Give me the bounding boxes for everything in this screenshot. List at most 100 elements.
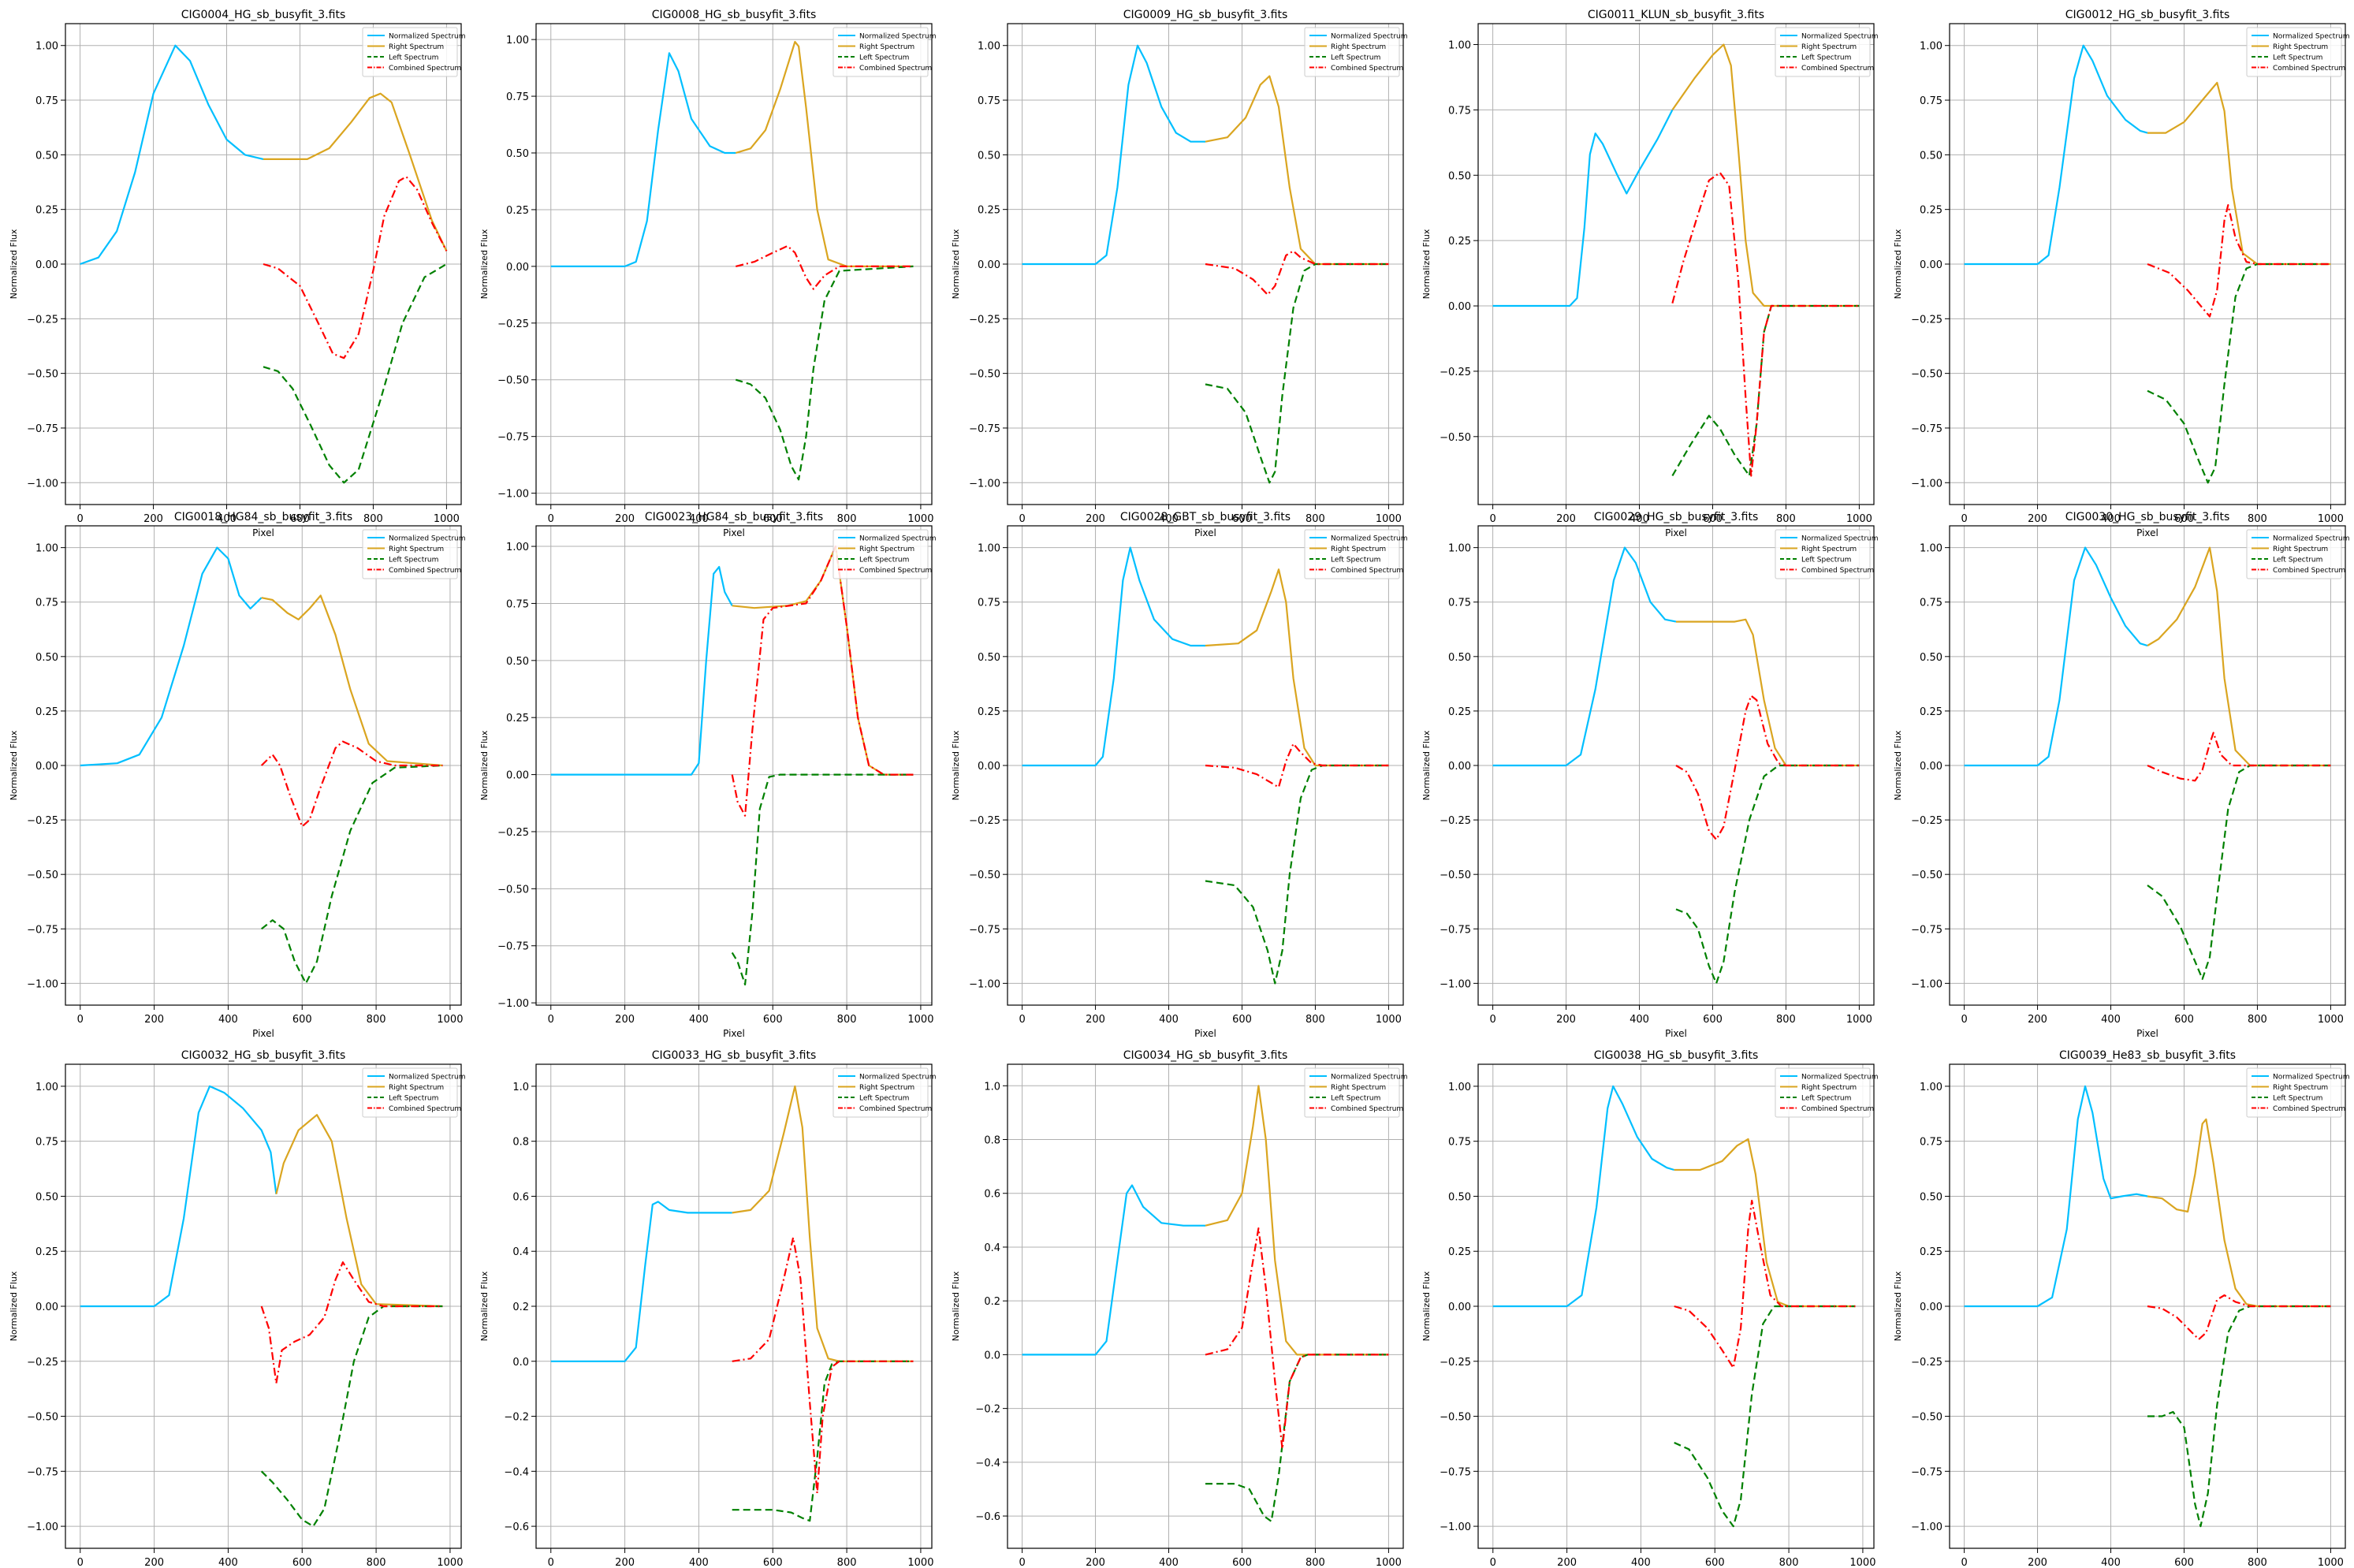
- y-tick-label: 0.50: [978, 150, 1000, 162]
- y-tick-label: −0.75: [1440, 1466, 1471, 1478]
- x-tick-label: 0: [1019, 1557, 1025, 1568]
- y-tick-label: −0.50: [497, 375, 529, 387]
- series-right: [261, 594, 443, 767]
- x-axis-label: Pixel: [2136, 527, 2158, 538]
- y-axis-label: Normalized Flux: [1893, 1271, 1903, 1341]
- legend-label-combined: Combined Spectrum: [1801, 567, 1874, 575]
- x-tick-label: 1000: [2318, 513, 2344, 525]
- legend-box: [362, 529, 458, 579]
- y-tick-label: −0.25: [1440, 367, 1471, 378]
- subplot-3: 0 200 400 600 800 1000 1.00 0.75 0.50 0.25 0.00 −0.…: [951, 9, 1408, 538]
- x-tick-label: 1000: [437, 1014, 463, 1026]
- y-tick-label: −0.75: [27, 1466, 58, 1478]
- x-tick-label: 1000: [907, 1557, 933, 1568]
- legend-box: [362, 27, 458, 77]
- x-tick-label: 200: [1086, 513, 1105, 525]
- legend-label-right: Right Spectrum: [1331, 43, 1386, 51]
- y-tick-label: −0.75: [1911, 1466, 1942, 1478]
- x-axis-label: Pixel: [252, 527, 274, 538]
- x-tick-label: 0: [77, 1014, 84, 1026]
- y-tick-label: 1.00: [35, 1082, 58, 1093]
- y-tick-label: −0.25: [497, 318, 529, 330]
- y-tick-label: −1.00: [969, 478, 1000, 490]
- y-tick-label: −0.50: [1911, 1412, 1942, 1424]
- subplot-title: CIG0028_GBT_sb_busyfit_3.fits: [1120, 511, 1291, 523]
- legend-label-combined: Combined Spectrum: [859, 567, 932, 575]
- x-tick-label: 800: [1776, 1014, 1796, 1026]
- legend-label-right: Right Spectrum: [859, 1084, 914, 1092]
- legend-label-left: Left Spectrum: [389, 54, 438, 62]
- y-tick-label: −0.50: [27, 1412, 58, 1424]
- y-tick-label: −1.00: [1440, 1521, 1471, 1533]
- x-tick-label: 600: [763, 1014, 783, 1026]
- subplot-title: CIG0008_HG_sb_busyfit_3.fits: [652, 9, 817, 21]
- subplot-title: CIG0030_HG_sb_busyfit_3.fits: [2065, 511, 2230, 523]
- y-tick-label: 0.2: [512, 1302, 529, 1313]
- y-tick-label: −1.00: [27, 478, 58, 490]
- x-tick-label: 400: [689, 1557, 709, 1568]
- series-left: [1205, 263, 1389, 484]
- y-tick-label: −0.75: [969, 423, 1000, 435]
- x-axis-label: Pixel: [1194, 527, 1216, 538]
- subplot-7: 0 200 400 600 800 1000 1.00 0.75 0.50 0.25 0.00 −0.…: [479, 511, 937, 1039]
- y-tick-label: 0.75: [35, 95, 58, 107]
- legend: Normalized Spectrum Right Spectrum Left Sp…: [1304, 1067, 1408, 1118]
- series-normalized: [1022, 546, 1205, 767]
- y-tick-label: 0.50: [1448, 170, 1471, 182]
- legend-box: [1304, 529, 1400, 579]
- plot-frame: [1949, 525, 2346, 1006]
- x-tick-label: 200: [1556, 513, 1576, 525]
- plot-frame: [1477, 23, 1875, 505]
- x-tick-label: 0: [77, 1557, 84, 1568]
- x-tick-label: 400: [1159, 1557, 1179, 1568]
- legend: Normalized Spectrum Right Spectrum Left Sp…: [362, 1067, 466, 1118]
- series-left: [2147, 764, 2331, 980]
- y-tick-label: −0.75: [1440, 924, 1471, 936]
- y-tick-label: −1.00: [1440, 978, 1471, 990]
- y-tick-label: 0.0: [984, 1350, 1000, 1361]
- y-tick-label: −0.75: [969, 924, 1000, 936]
- y-tick-label: 0.75: [978, 95, 1000, 107]
- subplot-title: CIG0018_HG84_sb_busyfit_3.fits: [174, 511, 352, 523]
- series-combined: [1205, 1227, 1389, 1450]
- y-tick-label: −0.25: [1911, 314, 1942, 326]
- legend-label-left: Left Spectrum: [859, 1095, 909, 1103]
- x-axis-label: Pixel: [1194, 1028, 1216, 1039]
- y-tick-label: 0.00: [35, 1302, 58, 1313]
- legend: Normalized Spectrum Right Spectrum Left Sp…: [832, 27, 937, 77]
- subplot-title: CIG0009_HG_sb_busyfit_3.fits: [1123, 9, 1288, 21]
- legend-label-left: Left Spectrum: [1801, 54, 1851, 62]
- y-axis-label: Normalized Flux: [1421, 1271, 1432, 1341]
- legend-box: [1304, 1067, 1400, 1118]
- y-tick-label: −0.50: [1440, 432, 1471, 444]
- series-normalized: [1492, 546, 1677, 767]
- y-tick-label: −0.25: [969, 815, 1000, 827]
- subplot-10: 0 200 400 600 800 1000 1.00 0.75 0.50 0.25 0.00 −0.…: [1893, 511, 2350, 1039]
- y-tick-label: 0.50: [1920, 150, 1942, 162]
- x-tick-label: 200: [1557, 1557, 1577, 1568]
- y-tick-label: −0.4: [504, 1466, 529, 1478]
- x-tick-label: 200: [144, 1014, 164, 1026]
- y-tick-label: −0.2: [504, 1412, 529, 1424]
- legend-label-normalized: Normalized Spectrum: [389, 535, 466, 543]
- legend-label-left: Left Spectrum: [389, 1095, 438, 1103]
- legend-label-normalized: Normalized Spectrum: [1331, 1074, 1408, 1082]
- legend-label-normalized: Normalized Spectrum: [1331, 33, 1408, 41]
- subplot-title: CIG0029_HG_sb_busyfit_3.fits: [1594, 511, 1759, 523]
- legend-label-normalized: Normalized Spectrum: [2273, 1074, 2350, 1082]
- legend: Normalized Spectrum Right Spectrum Left Sp…: [2246, 529, 2350, 579]
- subplot-6: 0 200 400 600 800 1000 1.00 0.75 0.50 0.25 0.00 −0.…: [9, 511, 466, 1039]
- y-tick-label: −0.4: [975, 1458, 1000, 1469]
- y-tick-label: −1.00: [27, 978, 58, 990]
- y-tick-label: 0.25: [978, 706, 1000, 718]
- x-tick-label: 200: [1086, 1014, 1105, 1026]
- legend-label-left: Left Spectrum: [1801, 1095, 1851, 1103]
- y-axis-label: Normalized Flux: [9, 730, 19, 800]
- x-tick-label: 1000: [1849, 1557, 1875, 1568]
- plot-frame: [1007, 23, 1404, 505]
- x-tick-label: 0: [1961, 513, 1967, 525]
- y-tick-label: 0.75: [1448, 598, 1471, 609]
- y-tick-label: −0.25: [27, 1357, 58, 1369]
- y-tick-label: 0.25: [1448, 706, 1471, 718]
- y-axis-label: Normalized Flux: [951, 1271, 961, 1341]
